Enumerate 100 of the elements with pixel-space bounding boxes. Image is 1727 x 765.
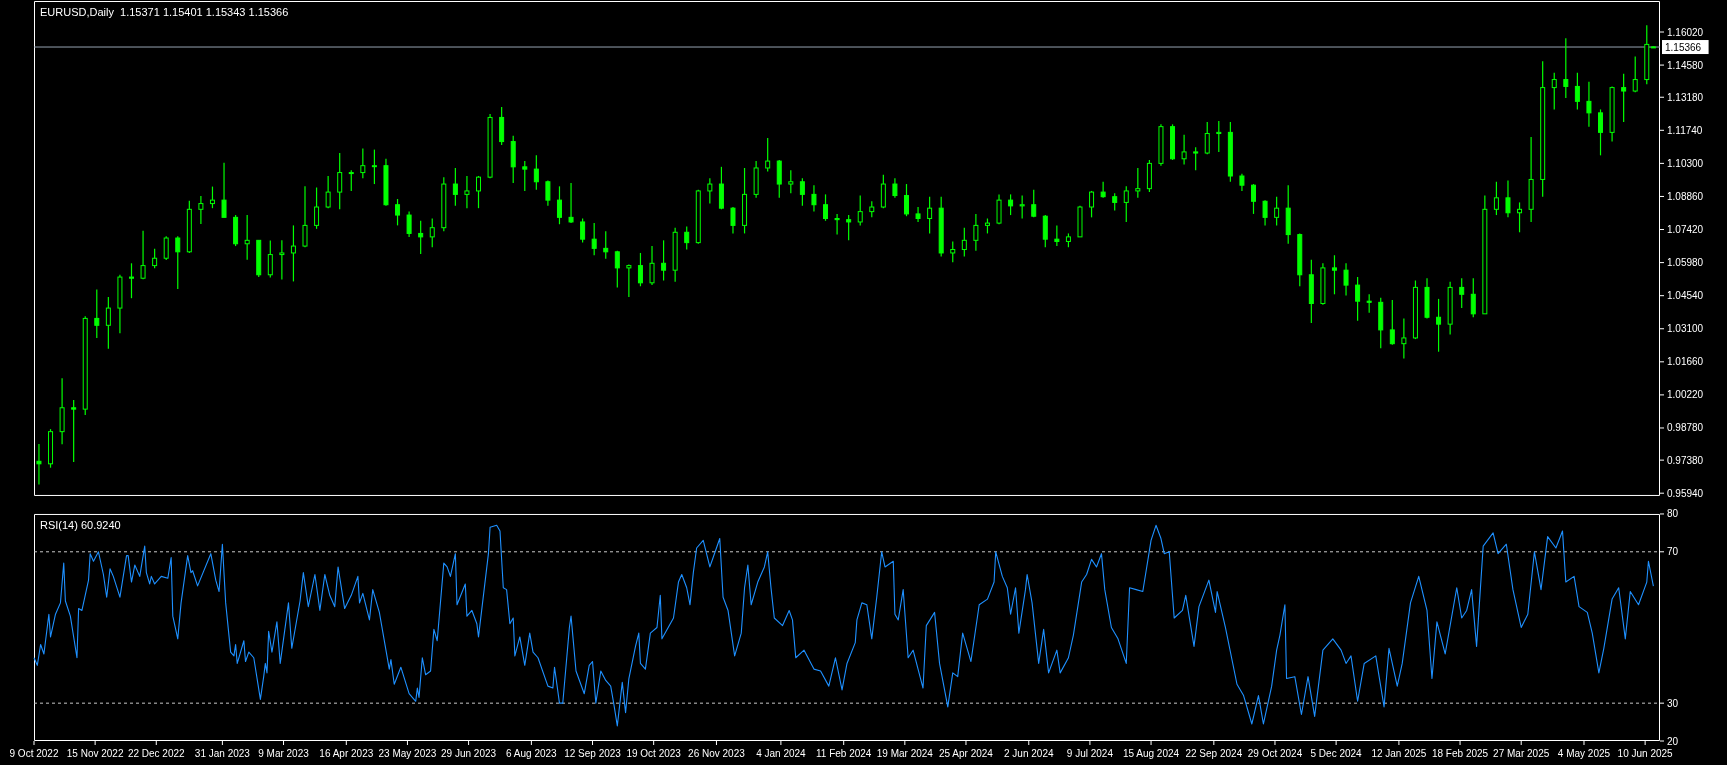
candlestick <box>36 443 42 486</box>
y-tick-label: 1.07420 <box>1667 224 1704 236</box>
candlestick <box>175 235 181 290</box>
candlestick <box>1019 194 1025 220</box>
candlestick <box>429 217 435 248</box>
y-tick-label: 1.10300 <box>1667 157 1704 169</box>
candlestick <box>1251 183 1256 215</box>
y-tick-label: 1.04540 <box>1667 290 1704 302</box>
candlestick <box>892 177 898 199</box>
x-tick-label: 9 Jul 2024 <box>1066 748 1114 759</box>
candlestick <box>1389 299 1395 346</box>
candlestick <box>661 239 667 282</box>
candlestick <box>152 248 158 269</box>
candlestick <box>1493 181 1499 216</box>
x-tick-label: 9 Mar 2023 <box>258 748 310 759</box>
x-tick-label: 29 Oct 2024 <box>1247 748 1303 759</box>
x-tick-label: 11 Feb 2024 <box>815 748 872 759</box>
candlestick <box>1563 37 1569 99</box>
y-tick-label: 30 <box>1667 697 1679 709</box>
x-tick-label: 25 Apr 2024 <box>939 748 994 759</box>
ref-line-label: 1.15366 <box>1665 41 1702 53</box>
candlestick <box>244 214 250 261</box>
candlestick <box>1401 317 1407 360</box>
candlestick <box>823 193 829 222</box>
x-tick-label: 19 Oct 2023 <box>626 748 682 759</box>
candlestick <box>1586 81 1592 128</box>
candlestick <box>556 185 562 225</box>
x-tick-label: 19 Mar 2024 <box>876 748 934 759</box>
x-tick-label: 12 Jan 2025 <box>1371 748 1427 759</box>
candlestick <box>1181 134 1187 166</box>
candlestick <box>1204 121 1210 155</box>
x-tick-label: 15 Aug 2024 <box>1122 748 1180 759</box>
y-tick-label: 1.05980 <box>1667 257 1704 269</box>
candlestick <box>1459 277 1465 309</box>
candlestick <box>314 186 320 230</box>
candlestick <box>140 230 146 280</box>
candlestick <box>418 220 424 255</box>
candlestick <box>545 180 551 207</box>
candlestick <box>1355 276 1361 322</box>
candlestick <box>927 196 933 235</box>
x-tick-label: 18 Feb 2025 <box>1431 748 1489 759</box>
candlestick <box>1470 277 1476 318</box>
y-tick-label: 1.13180 <box>1667 91 1704 103</box>
candlestick <box>533 154 539 191</box>
candlestick <box>267 239 273 279</box>
candlestick <box>846 214 852 241</box>
candlestick <box>360 147 366 179</box>
x-tick-label: 22 Dec 2022 <box>127 748 186 759</box>
candlestick <box>163 235 169 261</box>
y-tick-label: 1.16020 <box>1667 26 1704 38</box>
candlestick <box>1598 108 1604 156</box>
candlestick <box>568 182 574 224</box>
x-tick-label: 16 Apr 2023 <box>319 748 374 759</box>
candlestick <box>1343 262 1349 297</box>
candlestick <box>406 211 412 238</box>
candlestick <box>209 185 215 209</box>
candlestick <box>1031 189 1037 218</box>
candlestick <box>1574 72 1580 111</box>
x-tick-label: 4 Jan 2024 <box>756 748 807 759</box>
candlestick <box>1331 254 1337 295</box>
x-tick-label: 5 Dec 2024 <box>1310 748 1363 759</box>
y-tick-label: 0.98780 <box>1667 422 1704 434</box>
candlestick <box>684 225 690 251</box>
candlestick <box>1366 293 1372 314</box>
candlestick <box>1621 73 1627 123</box>
x-tick-label: 15 Nov 2022 <box>66 748 124 759</box>
candlestick <box>59 377 65 445</box>
y-tick-label: 0.95940 <box>1667 487 1704 499</box>
candlestick <box>1042 214 1048 248</box>
candlestick <box>1262 199 1268 226</box>
candlestick <box>996 193 1002 225</box>
candlestick <box>279 239 285 281</box>
candlestick <box>1089 190 1095 218</box>
candlestick <box>371 149 377 185</box>
candlestick <box>603 230 609 260</box>
candlestick <box>950 240 956 263</box>
candlestick <box>799 177 805 207</box>
candlestick <box>637 252 643 287</box>
candlestick <box>973 213 979 252</box>
x-tick-label: 6 Aug 2023 <box>506 748 558 759</box>
x-tick-label: 22 Sep 2024 <box>1185 748 1243 759</box>
x-tick-label: 4 May 2025 <box>1557 748 1611 759</box>
y-tick-label: 1.08860 <box>1667 190 1704 202</box>
candlestick <box>522 160 528 192</box>
candlestick <box>880 174 886 209</box>
y-tick-label: 1.01660 <box>1667 356 1704 368</box>
candlestick <box>591 222 597 256</box>
candlestick <box>626 263 632 298</box>
candlestick <box>1551 72 1557 111</box>
candlestick <box>1517 201 1523 233</box>
candlestick <box>395 198 401 226</box>
y-tick-label: 20 <box>1667 735 1679 747</box>
y-tick-label: 1.14580 <box>1667 59 1704 71</box>
candlestick <box>452 167 458 207</box>
candlestick <box>464 175 470 209</box>
x-tick-label: 31 Jan 2023 <box>194 748 251 759</box>
candlestick <box>325 175 331 209</box>
candlestick <box>614 250 620 289</box>
candlestick <box>707 177 713 205</box>
candlestick <box>1100 181 1106 199</box>
